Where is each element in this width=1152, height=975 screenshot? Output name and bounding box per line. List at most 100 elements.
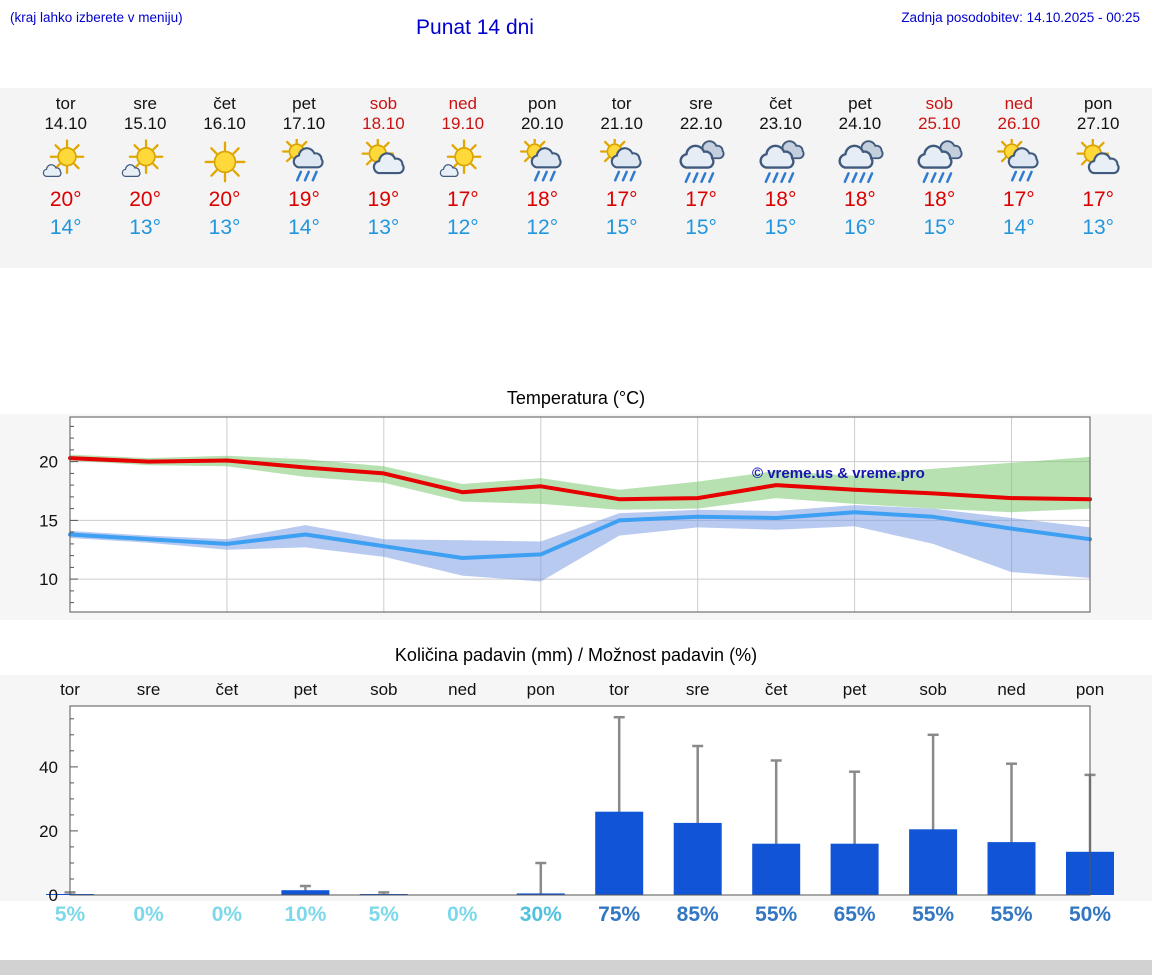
- cloud-shape: [42, 164, 62, 178]
- forecast-day-2[interactable]: sre 15.10 20° 13°: [105, 88, 184, 268]
- forecast-day-9[interactable]: sre 22.10 17° 15°: [661, 88, 740, 268]
- sun-rays: [49, 139, 85, 175]
- day-date: 27.10: [1076, 114, 1120, 133]
- day-label: sre: [686, 680, 710, 699]
- forecast-day-8[interactable]: tor 21.10 17° 15°: [582, 88, 661, 268]
- forecast-day-7[interactable]: pon 20.10 18° 12°: [503, 88, 582, 268]
- rain-icon: [838, 140, 884, 184]
- forecast-day-4[interactable]: pet 17.10 19° 14°: [264, 88, 343, 268]
- rain-drops: [843, 172, 874, 184]
- day-label: sob: [370, 680, 397, 699]
- day-name: pon: [528, 94, 557, 113]
- cloud-shape: [1007, 147, 1039, 169]
- rain-drops: [922, 172, 953, 184]
- page-title: Punat 14 dni: [416, 16, 534, 39]
- last-updated: Zadnja posodobitev: 14.10.2025 - 00:25: [901, 10, 1140, 25]
- precipitation-chart: tor sre čet pet sob ned pon tor sre čet pet sob ned p…: [0, 675, 1152, 931]
- day-date: 20.10: [520, 114, 564, 133]
- forecast-day-13[interactable]: ned 26.10 17° 14°: [979, 88, 1058, 268]
- temperature-chart: 10 15 20 © vreme.us & vreme.pro: [0, 414, 1152, 620]
- high-temp: 18°: [923, 188, 956, 211]
- low-temp: 16°: [844, 216, 876, 239]
- day-label: sob: [919, 680, 946, 699]
- forecast-day-11[interactable]: pet 24.10 18° 16°: [820, 88, 899, 268]
- sun-core: [454, 147, 474, 167]
- mostly-sunny-icon: [121, 139, 164, 178]
- precip-bar: [595, 811, 644, 895]
- day-name: sre: [133, 94, 157, 113]
- precipitation-chart-title: Količina padavin (mm) / Možnost padavin …: [394, 645, 758, 665]
- precip-probability: 10%: [284, 903, 326, 926]
- forecast-day-12[interactable]: sob 25.10 18° 15°: [900, 88, 979, 268]
- precip-probability: 5%: [369, 903, 400, 926]
- day-name: sre: [689, 94, 713, 113]
- precip-bar: [987, 842, 1036, 895]
- day-name: čet: [769, 94, 792, 113]
- precip-bar: [830, 843, 879, 895]
- rain-drops: [684, 172, 715, 184]
- y-tick-label: 15: [39, 511, 58, 530]
- sun-rays: [128, 139, 164, 175]
- forecast-day-1[interactable]: tor 14.10 20° 14°: [26, 88, 105, 268]
- y-tick-label: 20: [39, 822, 58, 841]
- high-temp: 20°: [208, 188, 241, 211]
- plot-border: [69, 416, 1091, 613]
- rain-drops: [764, 172, 794, 184]
- day-label: tor: [60, 680, 80, 699]
- sun-shower-icon: [520, 139, 562, 182]
- day-name: ned: [1004, 94, 1033, 113]
- precip-probability: 5%: [55, 903, 86, 926]
- max-temp-line: [68, 456, 1092, 502]
- day-label: pon: [527, 680, 555, 699]
- sun-shower-icon: [281, 139, 324, 182]
- precip-probability: 50%: [1069, 903, 1111, 926]
- low-temp: 13°: [367, 216, 400, 239]
- high-temp: 20°: [129, 188, 162, 211]
- precipitation-chart-svg: tor sre čet pet sob ned pon tor sre čet pet sob ned p…: [0, 675, 1152, 926]
- low-temp: 14°: [49, 216, 82, 239]
- mostly-sunny-icon: [42, 139, 85, 178]
- precip-bar: [909, 829, 958, 895]
- day-name: pet: [848, 94, 872, 113]
- precip-probability: 85%: [677, 903, 719, 926]
- forecast-strip: tor 14.10 20° 14° sre 15.10 20° 13° čet 16.10 20° 1…: [0, 88, 1152, 268]
- high-temp: 18°: [844, 188, 876, 211]
- cloud-shape: [917, 144, 953, 169]
- temperature-chart-svg: 10 15 20 © vreme.us & vreme.pro: [0, 414, 1152, 620]
- cloud-shape: [121, 164, 141, 178]
- high-temp: 18°: [526, 188, 559, 211]
- precip-probability: 55%: [755, 903, 797, 926]
- precip-bar: [516, 893, 565, 895]
- sun-shower-icon: [996, 139, 1039, 182]
- precip-probability: 55%: [912, 903, 954, 926]
- forecast-day-5[interactable]: sob 18.10 19° 13°: [344, 88, 423, 268]
- high-temp: 19°: [288, 188, 320, 211]
- forecast-day-3[interactable]: čet 16.10 20° 13°: [185, 88, 264, 268]
- precip-bar: [281, 890, 330, 895]
- high-temp: 17°: [605, 188, 638, 211]
- partly-cloudy-icon: [1076, 139, 1120, 175]
- partly-cloudy-icon: [361, 139, 406, 175]
- forecast-day-6[interactable]: ned 19.10 17° 12°: [423, 88, 502, 268]
- precip-probability: 30%: [520, 903, 562, 926]
- precip-probability: 65%: [834, 903, 876, 926]
- day-label: sre: [137, 680, 161, 699]
- day-date: 19.10: [441, 114, 485, 133]
- high-temp: 18°: [764, 188, 797, 211]
- forecast-day-14[interactable]: pon 27.10 17° 13°: [1058, 88, 1137, 268]
- day-name: pet: [292, 94, 316, 113]
- day-date: 23.10: [759, 114, 802, 133]
- precip-bar: [673, 822, 722, 895]
- forecast-day-10[interactable]: čet 23.10 18° 15°: [741, 88, 820, 268]
- rain-drops: [1010, 170, 1033, 182]
- low-temp: 14°: [288, 216, 320, 239]
- high-temp: 19°: [367, 188, 400, 211]
- high-temp: 17°: [1082, 188, 1115, 211]
- y-tick-label: 40: [39, 758, 58, 777]
- day-date: 25.10: [918, 114, 961, 133]
- low-temp: 13°: [129, 216, 162, 239]
- low-temp: 12°: [526, 216, 559, 239]
- precip-probability: 55%: [990, 903, 1032, 926]
- day-label: pet: [843, 680, 867, 699]
- low-temp: 15°: [605, 216, 638, 239]
